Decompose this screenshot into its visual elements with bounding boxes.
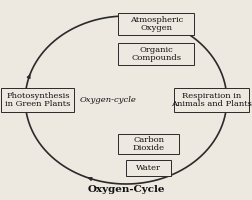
Text: Atmospheric
Oxygen: Atmospheric Oxygen	[130, 16, 183, 32]
Text: Oxygen-cycle: Oxygen-cycle	[80, 96, 137, 104]
Text: Water: Water	[136, 164, 161, 172]
Text: Organic
Compounds: Organic Compounds	[131, 46, 181, 62]
Text: Oxygen-Cycle: Oxygen-Cycle	[87, 185, 165, 194]
Text: Photosynthesis
in Green Plants: Photosynthesis in Green Plants	[5, 92, 71, 108]
FancyBboxPatch shape	[118, 13, 194, 35]
FancyBboxPatch shape	[118, 43, 194, 65]
FancyBboxPatch shape	[1, 88, 74, 112]
FancyBboxPatch shape	[118, 134, 179, 154]
Text: Carbon
Dioxide: Carbon Dioxide	[133, 136, 165, 152]
FancyBboxPatch shape	[126, 160, 171, 176]
Text: Respiration in
Animals and Plants: Respiration in Animals and Plants	[171, 92, 252, 108]
FancyBboxPatch shape	[174, 88, 249, 112]
